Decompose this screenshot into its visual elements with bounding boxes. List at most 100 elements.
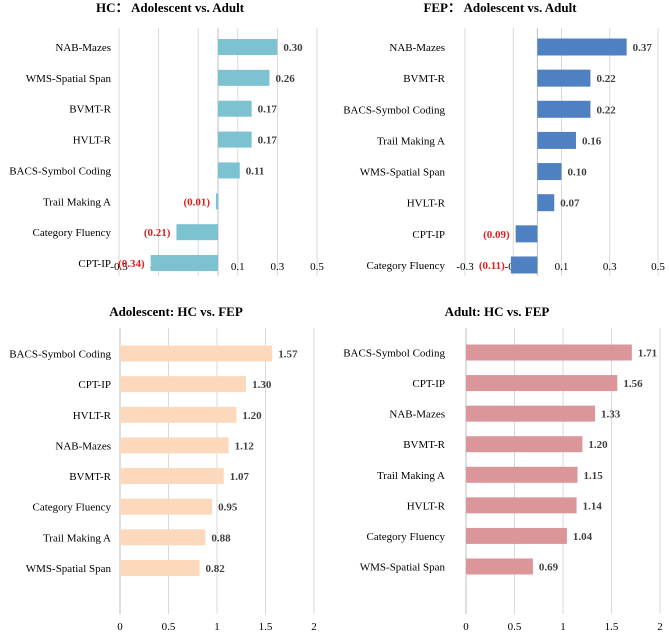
category-label: HVLT-R <box>73 135 112 147</box>
bar <box>537 69 591 87</box>
x-tick-label: 0.5 <box>508 621 522 633</box>
chart-fep-adolescent-vs-adult: FEP： Adolescent vs. Adult-0.3-0.10.10.30… <box>334 0 669 300</box>
x-tick-label: -0.3 <box>456 261 474 273</box>
chart-hc-adolescent-vs-adult: HC： Adolescent vs. Adult-0.5-0.3-0.10.10… <box>0 0 334 300</box>
category-label: WMS-Spatial Span <box>26 73 112 85</box>
bar <box>218 162 240 179</box>
category-label: NAB-Mazes <box>55 440 111 452</box>
category-label: NAB-Mazes <box>389 42 445 54</box>
bar <box>466 527 567 544</box>
value-label: 1.07 <box>230 471 250 483</box>
value-label: 1.12 <box>235 440 255 452</box>
category-label: Category Fluency <box>366 260 445 272</box>
bar <box>466 436 583 453</box>
chart-svg: FEP： Adolescent vs. Adult-0.3-0.10.10.30… <box>343 0 665 276</box>
bar <box>510 256 538 274</box>
chart-adolescent-hc-vs-fep: Adolescent: HC vs. FEP 0 0.5 1 1.5 2 BACS-Symb… <box>0 300 334 634</box>
category-label: Trail Making A <box>377 135 445 147</box>
value-label: 1.04 <box>573 531 593 543</box>
bar <box>150 255 218 272</box>
chart-adult-hc-vs-fep: Adult: HC vs. FEP 0 0.5 1 1.5 2 BACS-Symbol Co… <box>334 300 669 634</box>
chart-svg: HC： Adolescent vs. Adult-0.5-0.3-0.10.10… <box>9 0 324 276</box>
x-tick-label: 0.5 <box>651 261 665 273</box>
bar <box>466 497 577 514</box>
chart-title: Adult: HC vs. FEP <box>445 304 550 319</box>
category-label: BVMT-R <box>69 104 111 116</box>
category-label: HVLT-R <box>407 500 446 512</box>
value-label: 0.82 <box>206 563 226 575</box>
value-label: 1.20 <box>242 410 262 422</box>
bar <box>120 559 200 576</box>
bar <box>218 100 252 117</box>
bar <box>537 131 576 149</box>
value-label: 1.56 <box>623 378 643 390</box>
bar <box>218 69 270 86</box>
value-label: 0.11 <box>246 165 265 177</box>
bar <box>466 375 618 392</box>
chart-title: FEP： Adolescent vs. Adult <box>423 0 577 15</box>
x-tick-label: 0.1 <box>231 261 245 273</box>
chart-svg: Adolescent: HC vs. FEP 0 0.5 1 1.5 2 BACS-Symb… <box>9 304 317 633</box>
x-tick-label: 0.5 <box>310 261 324 273</box>
category-label: WMS-Spatial Span <box>26 563 112 575</box>
category-label: CPT-IP <box>412 378 445 390</box>
category-label: CPT-IP <box>78 258 111 270</box>
chart-title: Adolescent: HC vs. FEP <box>109 304 243 319</box>
category-label: BACS-Symbol Coding <box>343 104 445 116</box>
value-label: 0.07 <box>560 198 580 210</box>
x-tick-label: -0.5 <box>110 261 128 273</box>
x-tick-label: 0 <box>463 621 469 633</box>
bar <box>218 39 278 55</box>
x-tick-label: 0.3 <box>603 261 617 273</box>
x-tick-label: 2 <box>311 621 317 633</box>
value-label: 1.20 <box>588 439 608 451</box>
value-label: 1.33 <box>601 409 621 421</box>
value-label: 0.17 <box>258 104 278 116</box>
bar <box>120 406 237 423</box>
x-tick-label: 1.5 <box>605 621 619 633</box>
bar <box>466 405 596 422</box>
value-label: 0.10 <box>568 167 588 179</box>
bar <box>176 224 218 241</box>
chart-title: HC： Adolescent vs. Adult <box>96 0 245 15</box>
value-label: (0.34) <box>118 258 145 270</box>
category-label: BACS-Symbol Coding <box>9 165 111 177</box>
category-label: HVLT-R <box>73 410 112 422</box>
category-label: CPT-IP <box>78 379 111 391</box>
value-label: 0.22 <box>596 104 616 116</box>
value-label: 0.22 <box>596 73 616 85</box>
x-tick-label: 2 <box>657 621 663 633</box>
category-label: Category Fluency <box>366 531 445 543</box>
x-tick-label: 0.1 <box>555 261 569 273</box>
bar <box>216 193 219 210</box>
category-label: WMS-Spatial Span <box>360 561 446 573</box>
x-tick-label: 0.5 <box>162 621 176 633</box>
bar <box>120 498 213 515</box>
category-label: HVLT-R <box>407 198 446 210</box>
x-tick-label: 1.5 <box>259 621 273 633</box>
bar <box>218 131 252 148</box>
bar <box>120 468 224 485</box>
value-label: (0.01) <box>183 196 210 208</box>
value-label: 0.69 <box>539 561 559 573</box>
category-label: WMS-Spatial Span <box>360 167 446 179</box>
bar <box>515 225 538 243</box>
bar <box>537 100 591 118</box>
bar <box>120 376 247 393</box>
category-label: Trail Making A <box>43 532 111 544</box>
category-label: BACS-Symbol Coding <box>343 348 445 360</box>
bar <box>466 344 632 361</box>
category-label: Trail Making A <box>377 470 445 482</box>
category-label: Category Fluency <box>32 502 111 514</box>
value-label: 0.26 <box>275 73 295 85</box>
category-label: Category Fluency <box>32 227 111 239</box>
value-label: 1.57 <box>278 349 298 361</box>
value-label: 0.37 <box>633 42 653 54</box>
bar <box>537 163 562 181</box>
value-label: (0.09) <box>483 229 510 241</box>
value-label: 1.14 <box>583 500 603 512</box>
bar <box>537 38 627 56</box>
bar <box>120 437 229 454</box>
value-label: 1.30 <box>252 379 272 391</box>
category-label: BVMT-R <box>403 73 445 85</box>
